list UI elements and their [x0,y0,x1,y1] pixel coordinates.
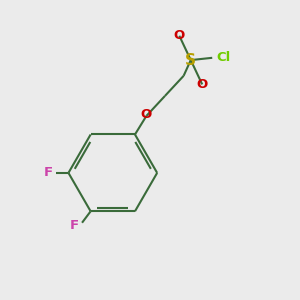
Text: S: S [185,52,196,68]
Text: F: F [70,219,79,232]
Text: F: F [44,167,53,179]
Text: O: O [196,78,208,91]
Text: O: O [174,29,185,42]
Text: Cl: Cl [217,51,231,64]
Text: O: O [141,108,152,121]
